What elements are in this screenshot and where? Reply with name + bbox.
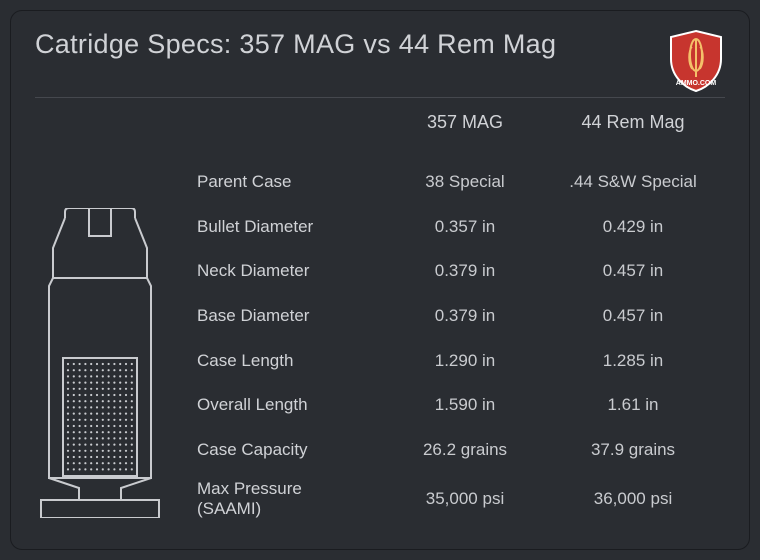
shield-icon: AMMO.COM bbox=[667, 29, 725, 93]
row-label: Parent Case bbox=[197, 162, 377, 202]
spec-card: Catridge Specs: 357 MAG vs 44 Rem Mag AM… bbox=[10, 10, 750, 550]
row-val: 0.429 in bbox=[553, 207, 713, 247]
row-label: Bullet Diameter bbox=[197, 207, 377, 247]
row-val: 26.2 grains bbox=[385, 430, 545, 470]
brand-text: AMMO.COM bbox=[676, 80, 717, 87]
table-header-col2: 44 Rem Mag bbox=[553, 112, 713, 157]
table-header-col1: 357 MAG bbox=[385, 112, 545, 157]
row-label: Case Capacity bbox=[197, 430, 377, 470]
row-val: 35,000 psi bbox=[385, 479, 545, 519]
divider bbox=[35, 97, 725, 98]
row-val: 0.379 in bbox=[385, 251, 545, 291]
cartridge-illustration bbox=[35, 106, 185, 526]
brand-logo: AMMO.COM bbox=[667, 29, 725, 93]
row-val: 0.379 in bbox=[385, 296, 545, 336]
row-label: Base Diameter bbox=[197, 296, 377, 336]
row-label: Neck Diameter bbox=[197, 251, 377, 291]
row-val: 0.457 in bbox=[553, 251, 713, 291]
row-val: 1.590 in bbox=[385, 385, 545, 425]
row-label: Overall Length bbox=[197, 385, 377, 425]
row-val: 38 Special bbox=[385, 162, 545, 202]
spec-table: 357 MAG 44 Rem Mag Parent Case 38 Specia… bbox=[197, 106, 725, 526]
title-row: Catridge Specs: 357 MAG vs 44 Rem Mag AM… bbox=[35, 29, 725, 93]
row-label: Case Length bbox=[197, 341, 377, 381]
page-title: Catridge Specs: 357 MAG vs 44 Rem Mag bbox=[35, 29, 556, 60]
content-row: 357 MAG 44 Rem Mag Parent Case 38 Specia… bbox=[35, 106, 725, 526]
row-val: 0.357 in bbox=[385, 207, 545, 247]
row-label: Max Pressure (SAAMI) bbox=[197, 475, 377, 524]
row-val: 1.290 in bbox=[385, 341, 545, 381]
row-val: 36,000 psi bbox=[553, 479, 713, 519]
row-val: 37.9 grains bbox=[553, 430, 713, 470]
row-val: 1.61 in bbox=[553, 385, 713, 425]
cartridge-icon bbox=[35, 208, 165, 518]
row-val: .44 S&W Special bbox=[553, 162, 713, 202]
row-label-text: Max Pressure (SAAMI) bbox=[197, 479, 302, 518]
row-val: 1.285 in bbox=[553, 341, 713, 381]
row-val: 0.457 in bbox=[553, 296, 713, 336]
table-header-empty bbox=[197, 123, 377, 147]
